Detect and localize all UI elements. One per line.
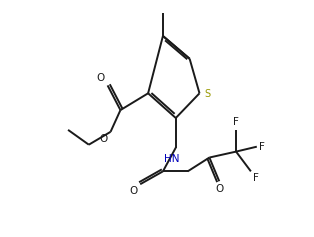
Text: F: F (259, 142, 265, 152)
Text: S: S (204, 89, 211, 99)
Text: O: O (129, 186, 137, 196)
Text: HN: HN (164, 154, 180, 164)
Text: F: F (233, 117, 239, 127)
Text: O: O (99, 134, 108, 144)
Text: O: O (96, 73, 105, 83)
Text: O: O (215, 184, 223, 194)
Text: F: F (253, 173, 259, 183)
